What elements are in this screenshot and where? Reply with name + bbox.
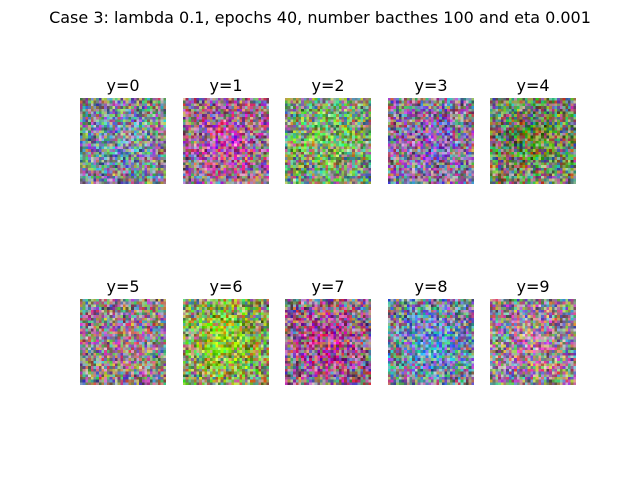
panel-title: y=7 bbox=[311, 277, 345, 296]
weight-image-panel bbox=[285, 98, 371, 184]
weight-image-panel bbox=[80, 98, 166, 184]
weight-image-panel bbox=[183, 299, 269, 385]
weight-image-panel bbox=[490, 98, 576, 184]
panel-title: y=4 bbox=[516, 76, 550, 95]
panel-title: y=9 bbox=[516, 277, 550, 296]
panel-title: y=8 bbox=[414, 277, 448, 296]
panel-title: y=0 bbox=[106, 76, 140, 95]
panel-title: y=1 bbox=[209, 76, 243, 95]
weight-image-panel bbox=[490, 299, 576, 385]
panel-title: y=6 bbox=[209, 277, 243, 296]
weight-image-panel bbox=[388, 299, 474, 385]
weight-image-panel bbox=[285, 299, 371, 385]
panel-title: y=3 bbox=[414, 76, 448, 95]
weight-image-panel bbox=[80, 299, 166, 385]
figure-title: Case 3: lambda 0.1, epochs 40, number ba… bbox=[49, 8, 591, 27]
weight-image-panel bbox=[388, 98, 474, 184]
weight-image-panel bbox=[183, 98, 269, 184]
panel-title: y=2 bbox=[311, 76, 345, 95]
panel-title: y=5 bbox=[106, 277, 140, 296]
